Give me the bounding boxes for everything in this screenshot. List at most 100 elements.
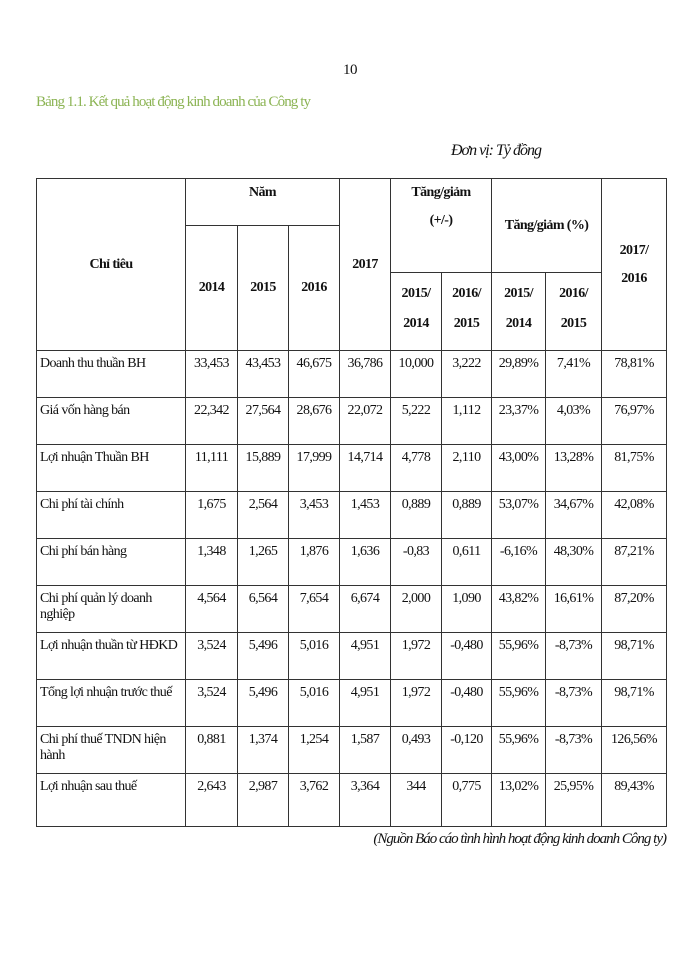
table-cell: 1,090: [440, 585, 493, 633]
header-year-2015: 2015: [237, 225, 289, 351]
header-sub: 2015/2014: [390, 272, 442, 351]
row-label: Doanh thu thuần BH: [36, 350, 186, 398]
table-row: Lợi nhuận sau thuế 2,643 2,987 3,762 3,364 34…: [36, 773, 668, 827]
table-cell: -8,73%: [545, 726, 603, 774]
header-ratio-line2: 2016: [621, 270, 647, 286]
header-ratio: 2017/ 2016: [601, 178, 668, 351]
table-cell: 2,110: [440, 444, 493, 492]
row-label: Lợi nhuận thuần từ HĐKD: [36, 632, 186, 680]
table-cell: 7,41%: [545, 350, 603, 398]
table-cell: 4,778: [390, 444, 442, 492]
header-sub-top: 2015/: [401, 286, 431, 301]
table-cell: 1,636: [339, 538, 391, 586]
table-cell: 3,364: [339, 773, 391, 827]
table-cell: 5,496: [237, 632, 289, 680]
table-cell: 43,00%: [491, 444, 547, 492]
table-cell: 55,96%: [491, 726, 547, 774]
header-indicator: Chỉ tiêu: [36, 178, 186, 351]
table-cell: 34,67%: [545, 491, 603, 539]
table-cell: 27,564: [237, 397, 289, 445]
header-sub-bottom: 2015: [453, 316, 480, 331]
table-cell: 2,564: [237, 491, 289, 539]
header-2017: 2017: [339, 178, 391, 351]
header-sub: 2015/2014: [491, 272, 547, 351]
table-cell: 1,348: [185, 538, 238, 586]
table-cell: 87,21%: [601, 538, 668, 586]
table-cell: 0,889: [390, 491, 442, 539]
table-cell: 4,951: [339, 679, 391, 727]
table-cell: 17,999: [288, 444, 340, 492]
table-cell: 78,81%: [601, 350, 668, 398]
header-change-pct: Tăng/giảm (%): [491, 178, 603, 273]
table-cell: 1,972: [390, 632, 442, 680]
table-cell: 2,987: [237, 773, 289, 827]
table-row: Chi phí thuế TNDN hiện hành 0,881 1,374 1,2…: [36, 726, 668, 774]
table-cell: 5,016: [288, 679, 340, 727]
table-cell: 55,96%: [491, 632, 547, 680]
table-cell: 22,342: [185, 397, 238, 445]
table-caption: Bảng 1.1. Kết quả hoạt động kinh doanh c…: [36, 94, 311, 110]
page-number: 10: [343, 62, 358, 78]
table-cell: 29,89%: [491, 350, 547, 398]
table-cell: 126,56%: [601, 726, 668, 774]
table-cell: 5,016: [288, 632, 340, 680]
table-cell: 3,524: [185, 679, 238, 727]
header-sub: 2016/2015: [440, 272, 493, 351]
unit-label: Đơn vị: Tỷ đồng: [451, 142, 542, 159]
header-change-abs-line2: (+/-): [429, 213, 453, 228]
table-cell: 98,71%: [601, 632, 668, 680]
table-cell: 43,82%: [491, 585, 547, 633]
business-results-table: Chỉ tiêu Năm 2017 Tăng/giảm (+/-) Tăng/g…: [36, 178, 668, 827]
table-cell: 16,61%: [545, 585, 603, 633]
header-sub-bottom: 2014: [505, 316, 532, 331]
table-cell: -0,480: [440, 679, 493, 727]
table-cell: 23,37%: [491, 397, 547, 445]
row-label: Chi phí bán hàng: [36, 538, 186, 586]
header-year-group: Năm: [185, 178, 340, 226]
table-cell: 0,611: [440, 538, 493, 586]
table-cell: 1,453: [339, 491, 391, 539]
table-cell: -6,16%: [491, 538, 547, 586]
table-cell: 0,889: [440, 491, 493, 539]
table-cell: -8,73%: [545, 632, 603, 680]
table-cell: 76,97%: [601, 397, 668, 445]
table-row: Lợi nhuận thuần từ HĐKD 3,524 5,496 5,016 4,…: [36, 632, 668, 680]
header-sub-top: 2016/: [452, 286, 481, 301]
table-row: Lợi nhuận Thuần BH 11,111 15,889 17,999 14,7…: [36, 444, 668, 492]
table-cell: 3,222: [440, 350, 493, 398]
table-cell: 22,072: [339, 397, 391, 445]
table-cell: 5,496: [237, 679, 289, 727]
table-cell: 344: [390, 773, 442, 827]
header-change-abs: Tăng/giảm (+/-): [389, 178, 493, 273]
table-cell: 6,674: [339, 585, 391, 633]
header-sub-top: 2016/: [559, 286, 588, 301]
table-cell: 5,222: [390, 397, 442, 445]
header-year-2016: 2016: [288, 225, 340, 351]
table-cell: 4,951: [339, 632, 391, 680]
table-cell: -0,120: [440, 726, 493, 774]
table-cell: 42,08%: [601, 491, 668, 539]
table-cell: 2,643: [185, 773, 238, 827]
table-wrapper: Chỉ tiêu Năm 2017 Tăng/giảm (+/-) Tăng/g…: [36, 178, 668, 848]
table-cell: 13,02%: [491, 773, 547, 827]
header-sub: 2016/2015: [545, 272, 603, 351]
table-cell: 28,676: [288, 397, 340, 445]
table-cell: 87,20%: [601, 585, 668, 633]
table-cell: 53,07%: [491, 491, 547, 539]
header-sub-bottom: 2014: [403, 316, 429, 331]
table-cell: 1,675: [185, 491, 238, 539]
row-label: Tổng lợi nhuận trước thuế: [36, 679, 186, 727]
table-cell: 1,254: [288, 726, 340, 774]
table-cell: -8,73%: [545, 679, 603, 727]
row-label: Chi phí quản lý doanh nghiệp: [36, 585, 186, 633]
table-cell: 1,587: [339, 726, 391, 774]
table-cell: 36,786: [339, 350, 391, 398]
table-cell: 10,000: [390, 350, 442, 398]
table-cell: 6,564: [237, 585, 289, 633]
table-row: Doanh thu thuần BH 33,453 43,453 46,675 36,7…: [36, 350, 668, 398]
table-cell: 55,96%: [491, 679, 547, 727]
table-cell: 81,75%: [601, 444, 668, 492]
table-cell: 0,775: [440, 773, 493, 827]
table-cell: 0,493: [390, 726, 442, 774]
table-cell: 1,112: [440, 397, 493, 445]
